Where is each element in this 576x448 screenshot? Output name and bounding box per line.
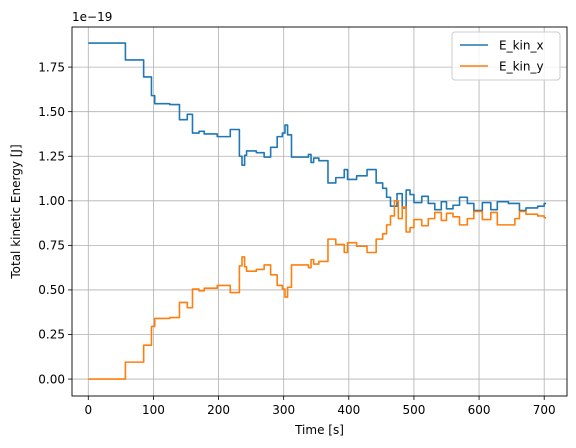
legend-label-e-kin-y: E_kin_y [499, 60, 544, 74]
y-tick-label: 0.25 [38, 328, 65, 342]
y-tick-label: 0.75 [38, 239, 65, 253]
y-axis-label: Total kinetic Energy [J] [9, 144, 23, 279]
series-line-e-kin-x [88, 42, 547, 212]
series-layer [88, 42, 547, 380]
plot-frame [71, 26, 568, 397]
y-tick-label: 1.75 [38, 60, 65, 74]
x-tick-label: 500 [402, 403, 425, 417]
y-tick-label: 0.50 [38, 283, 65, 297]
x-tick-label: 100 [142, 403, 165, 417]
x-axis-label: Time [s] [294, 423, 344, 437]
y-tick-label: 1.25 [38, 149, 65, 163]
x-tick-label: 0 [84, 403, 92, 417]
legend-box [451, 31, 561, 81]
x-tick-label: 700 [533, 403, 556, 417]
x-axis: 0 100 200 300 400 500 600 700 [84, 396, 556, 417]
y-tick-label: 1.00 [38, 194, 65, 208]
grid [72, 27, 567, 396]
x-tick-label: 600 [468, 403, 491, 417]
y-offset-text: 1e−19 [72, 10, 112, 24]
legend-label-e-kin-x: E_kin_x [499, 39, 544, 53]
series-line-e-kin-y [88, 200, 547, 380]
x-tick-label: 300 [272, 403, 295, 417]
x-tick-label: 400 [337, 403, 360, 417]
y-axis: 0.00 0.25 0.50 0.75 1.00 1.25 1.50 1.75 [38, 60, 72, 386]
legend: E_kin_x E_kin_y [451, 31, 561, 81]
x-tick-label: 200 [207, 403, 230, 417]
y-tick-label: 1.50 [38, 105, 65, 119]
y-tick-label: 0.00 [38, 372, 65, 386]
